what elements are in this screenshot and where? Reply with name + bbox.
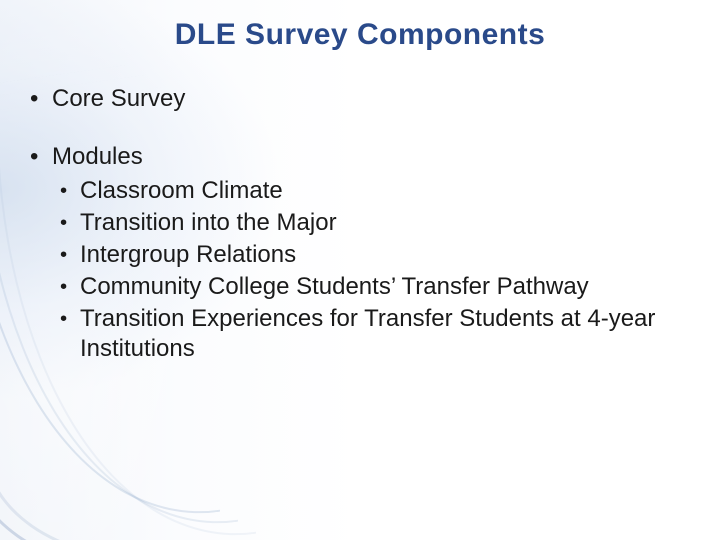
sub-bullet-label: Transition Experiences for Transfer Stud… (80, 305, 655, 362)
slide-body: Core Survey Modules Classroom Climate Tr… (28, 84, 680, 392)
bullet-core-survey: Core Survey (28, 84, 680, 114)
bullet-label: Core Survey (52, 85, 185, 112)
sub-bullet: Transition into the Major (52, 208, 680, 238)
slide: DLE Survey Components Core Survey Module… (0, 0, 720, 540)
sub-bullet: Community College Students’ Transfer Pat… (52, 272, 680, 302)
bullet-modules: Modules Classroom Climate Transition int… (28, 142, 680, 364)
sub-bullet: Intergroup Relations (52, 240, 680, 270)
background-corner-swoosh (0, 430, 170, 540)
sub-bullet-label: Classroom Climate (80, 177, 283, 204)
slide-title: DLE Survey Components (0, 18, 720, 52)
sub-bullet: Classroom Climate (52, 176, 680, 206)
sub-bullet-label: Community College Students’ Transfer Pat… (80, 273, 589, 300)
bullet-label: Modules (52, 143, 143, 170)
sub-bullet-label: Intergroup Relations (80, 241, 296, 268)
sub-bullet: Transition Experiences for Transfer Stud… (52, 304, 680, 364)
sub-bullet-label: Transition into the Major (80, 209, 337, 236)
